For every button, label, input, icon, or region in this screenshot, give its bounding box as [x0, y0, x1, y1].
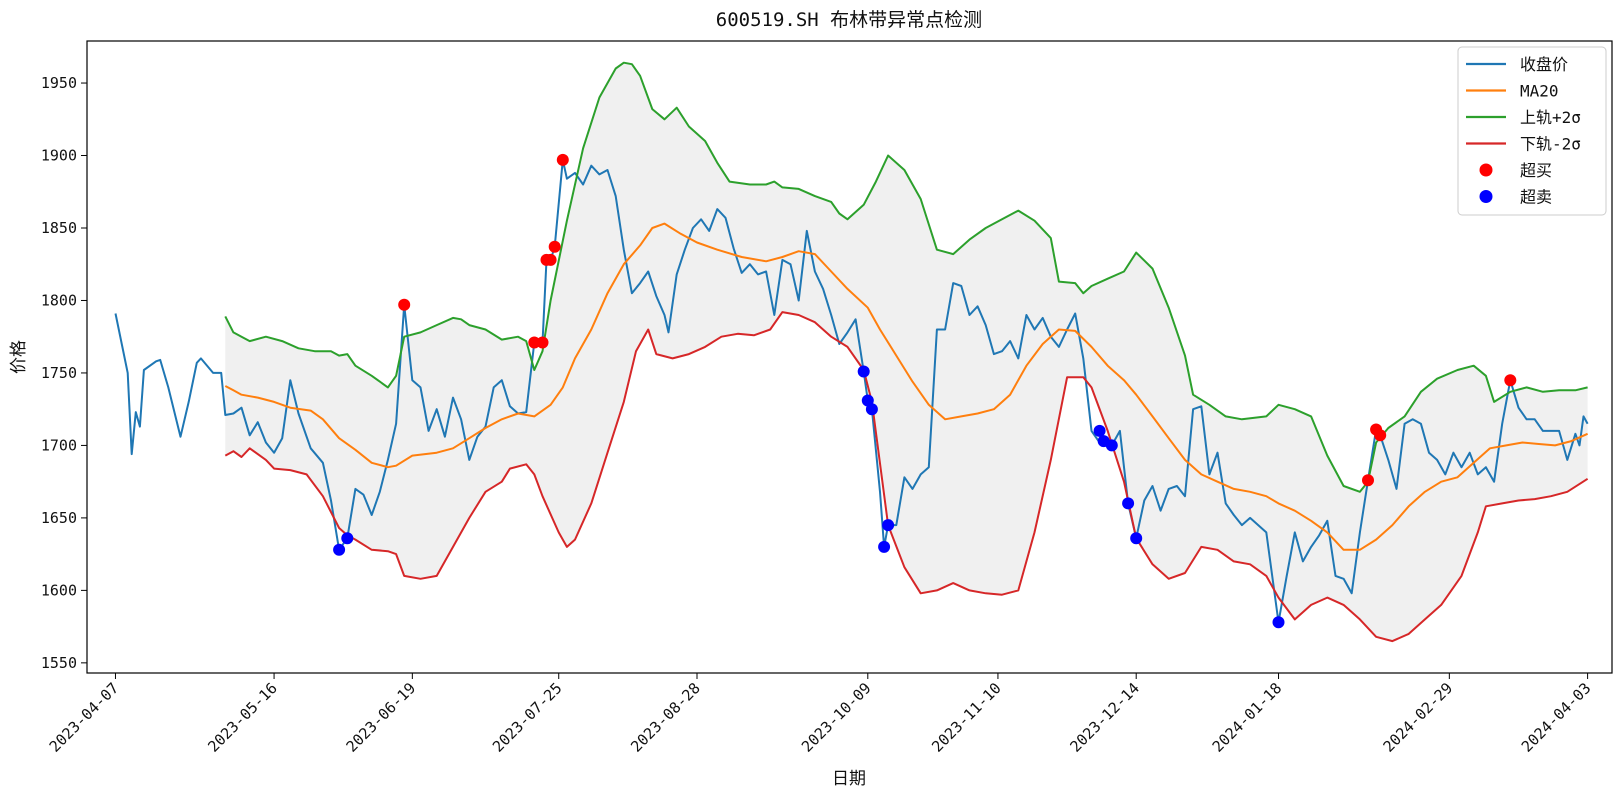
overbought-point [1504, 374, 1517, 387]
legend-label: 收盘价 [1520, 55, 1568, 74]
legend-box [1457, 46, 1607, 216]
plot-area [114, 61, 1589, 643]
series-line-0 [114, 158, 1589, 624]
series-line-2 [224, 61, 1588, 493]
overbought-point [1374, 429, 1387, 442]
legend-marker [1479, 190, 1493, 203]
y-axis-label: 价格 [9, 340, 29, 374]
oversold-point [1130, 532, 1143, 545]
series-line-3 [224, 311, 1589, 643]
legend-label: 超买 [1520, 161, 1552, 180]
overbought-point [536, 336, 549, 349]
overbought-point [1362, 474, 1374, 487]
oversold-point [1093, 424, 1106, 437]
x-tick-label: 2023-12-14 [1066, 679, 1143, 756]
chart-title: 600519.SH 布林带异常点检测 [716, 9, 982, 31]
legend-label: 上轨+2σ [1520, 108, 1581, 127]
oversold-point [1272, 616, 1285, 629]
legend-label: 超卖 [1520, 188, 1552, 207]
y-tick-label: 1750 [41, 364, 77, 382]
x-tick-label: 2023-10-09 [798, 679, 875, 756]
y-tick-label: 1950 [41, 74, 77, 92]
y-tick-label: 1650 [41, 509, 77, 527]
y-tick-label: 1850 [41, 219, 77, 237]
oversold-point [865, 403, 878, 416]
oversold-point [333, 543, 346, 556]
x-axis-label: 日期 [832, 769, 866, 789]
x-tick-label: 2023-11-10 [928, 679, 1005, 756]
x-tick-label: 2024-01-18 [1209, 679, 1286, 756]
y-tick-label: 1550 [41, 654, 77, 672]
x-tick-label: 2023-06-19 [343, 679, 420, 756]
x-tick-label: 2023-05-16 [204, 679, 281, 756]
legend-label: MA20 [1520, 82, 1559, 101]
x-tick-label: 2023-07-25 [489, 679, 566, 756]
oversold-point [878, 540, 891, 553]
bollinger-band-fill [225, 62, 1588, 642]
oversold-point [1122, 497, 1135, 510]
plot-frame [86, 40, 1613, 674]
y-tick-label: 1600 [41, 581, 77, 599]
x-tick-label: 2024-02-29 [1380, 679, 1457, 756]
y-tick-label: 1700 [41, 436, 77, 454]
overbought-point [548, 240, 561, 253]
overbought-point [544, 253, 557, 266]
x-tick-label: 2023-04-07 [46, 679, 123, 756]
y-tick-label: 1900 [41, 147, 77, 165]
series-line-1 [224, 222, 1589, 551]
legend-label: 下轨-2σ [1520, 135, 1581, 154]
x-tick-label: 2024-04-03 [1518, 679, 1595, 756]
y-tick-label: 1800 [41, 291, 77, 309]
oversold-point [341, 532, 354, 545]
oversold-point [1105, 439, 1118, 452]
oversold-point [882, 519, 895, 532]
legend-marker [1479, 163, 1493, 177]
plot-series [114, 61, 1589, 643]
overbought-point [528, 336, 541, 349]
overbought-point [398, 298, 411, 311]
overbought-point [556, 153, 569, 166]
x-tick-label: 2023-08-28 [627, 679, 704, 756]
oversold-point [857, 365, 870, 378]
